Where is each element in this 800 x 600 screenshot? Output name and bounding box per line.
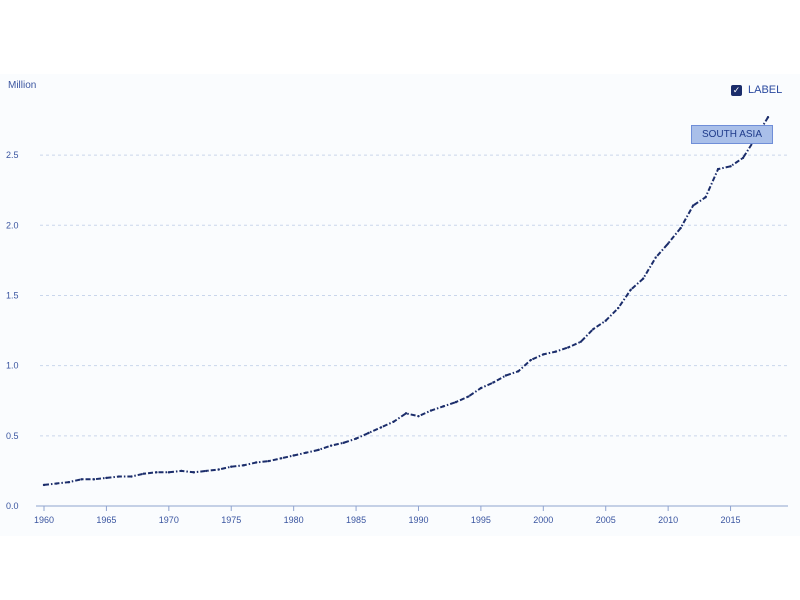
data-point[interactable] <box>205 469 208 473</box>
y-axis-ticks: 0.0 0.5 1.0 1.5 2.0 2.5 <box>6 150 19 511</box>
data-point[interactable] <box>92 478 96 481</box>
data-point[interactable] <box>142 472 146 475</box>
legend-label: LABEL <box>748 84 783 96</box>
data-point[interactable] <box>492 381 495 384</box>
data-point[interactable] <box>704 196 707 199</box>
y-tick-label: 2.0 <box>6 220 19 230</box>
x-tick-label: 1970 <box>159 515 179 525</box>
y-tick-label: 0.5 <box>6 431 19 441</box>
series-group <box>42 115 770 487</box>
data-point[interactable] <box>741 156 745 160</box>
data-point[interactable] <box>766 115 770 119</box>
x-tick-label: 1960 <box>34 515 54 525</box>
data-point[interactable] <box>429 409 433 412</box>
data-point[interactable] <box>529 358 533 362</box>
data-point[interactable] <box>542 353 545 356</box>
legend[interactable]: ✓ LABEL <box>731 84 782 96</box>
x-tick-label: 2015 <box>721 515 741 525</box>
y-tick-label: 1.0 <box>6 361 19 371</box>
data-point[interactable] <box>242 464 245 467</box>
data-point[interactable] <box>617 306 620 310</box>
y-tick-label: 1.5 <box>6 290 19 300</box>
x-tick-label: 1980 <box>284 515 304 525</box>
x-tick-label: 1985 <box>346 515 366 525</box>
data-point[interactable] <box>155 471 158 474</box>
data-point[interactable] <box>442 405 445 408</box>
y-axis-unit-label: Million <box>8 80 37 91</box>
data-point[interactable] <box>504 374 508 377</box>
data-point[interactable] <box>716 167 720 171</box>
data-point[interactable] <box>517 370 520 373</box>
data-point[interactable] <box>130 475 133 478</box>
data-point[interactable] <box>554 350 557 353</box>
data-point[interactable] <box>292 454 295 457</box>
data-point[interactable] <box>80 478 83 481</box>
x-tick-label: 1990 <box>408 515 428 525</box>
x-tick-label: 2010 <box>658 515 678 525</box>
data-point[interactable] <box>467 395 470 398</box>
y-tick-label: 2.5 <box>6 150 19 160</box>
data-point[interactable] <box>592 327 595 331</box>
data-point[interactable] <box>666 242 670 245</box>
data-point[interactable] <box>42 483 46 487</box>
x-axis: 1960 1965 1970 1975 1980 1985 1990 1995 2000 2005… <box>34 505 788 525</box>
data-point[interactable] <box>417 414 420 418</box>
chart-panel <box>0 74 800 536</box>
data-point[interactable] <box>404 412 408 415</box>
data-point[interactable] <box>304 451 308 454</box>
data-point[interactable] <box>629 288 632 292</box>
data-point[interactable] <box>604 319 607 322</box>
grid-lines <box>40 154 790 437</box>
data-point[interactable] <box>267 459 270 463</box>
data-point[interactable] <box>679 226 682 230</box>
data-point[interactable] <box>654 256 657 259</box>
data-point[interactable] <box>354 437 358 440</box>
data-point[interactable] <box>729 165 732 168</box>
x-tick-label: 2005 <box>596 515 616 525</box>
x-tick-label: 1975 <box>221 515 241 525</box>
data-point[interactable] <box>329 444 333 447</box>
legend-checkbox-icon[interactable]: ✓ <box>731 84 742 96</box>
data-point[interactable] <box>567 346 570 349</box>
data-point[interactable] <box>105 476 108 480</box>
data-point[interactable] <box>579 340 582 343</box>
data-point[interactable] <box>641 277 645 280</box>
data-point[interactable] <box>230 465 233 468</box>
x-tick-label: 1965 <box>96 515 116 525</box>
data-point[interactable] <box>217 468 220 471</box>
data-point[interactable] <box>317 448 320 452</box>
series-label-tag[interactable]: SOUTH ASIA <box>691 125 773 144</box>
data-point[interactable] <box>255 461 258 464</box>
data-point[interactable] <box>392 420 395 423</box>
y-tick-label: 0.0 <box>6 501 19 511</box>
data-point[interactable] <box>479 386 483 390</box>
x-tick-label: 2000 <box>533 515 553 525</box>
data-point[interactable] <box>367 431 370 435</box>
data-point[interactable] <box>55 482 58 485</box>
x-tick-label: 1995 <box>471 515 491 525</box>
data-point[interactable] <box>117 475 121 478</box>
data-point[interactable] <box>180 469 183 473</box>
data-point[interactable] <box>379 426 383 429</box>
series-line[interactable] <box>43 116 769 486</box>
data-point[interactable] <box>192 471 195 474</box>
data-point[interactable] <box>279 457 283 460</box>
data-point[interactable] <box>691 204 695 207</box>
data-point[interactable] <box>67 480 71 484</box>
data-point[interactable] <box>454 400 458 404</box>
data-point[interactable] <box>167 471 171 474</box>
data-point[interactable] <box>342 441 345 445</box>
